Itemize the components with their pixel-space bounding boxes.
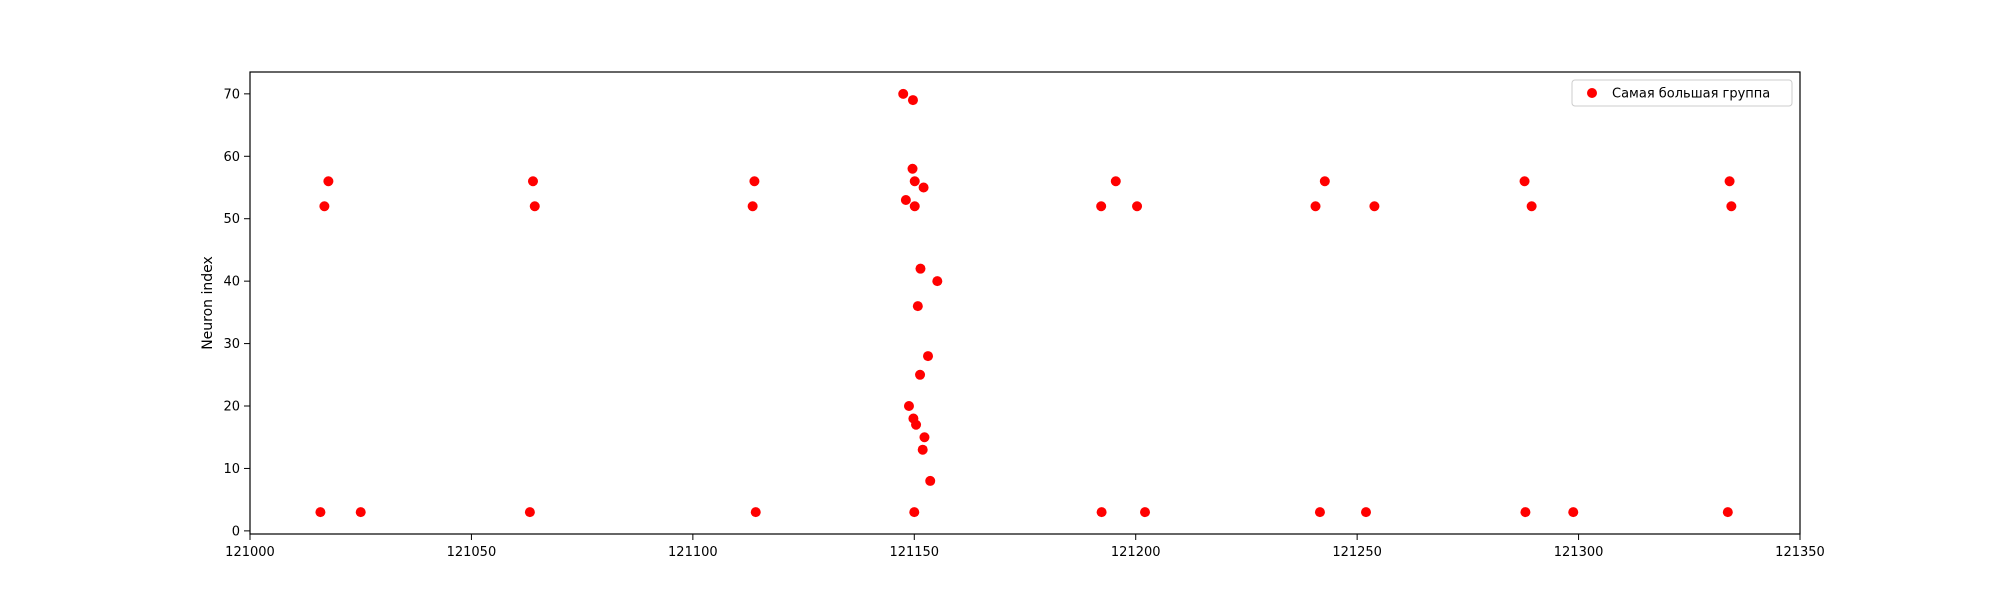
data-point <box>750 507 761 518</box>
data-point <box>1724 176 1735 187</box>
data-point <box>1361 507 1371 518</box>
x-tick-label: 121300 <box>1554 545 1604 560</box>
legend-marker <box>1587 88 1597 98</box>
x-tick-label: 121350 <box>1775 545 1825 560</box>
x-axis: 121000 121050 121100 121150 121200 121250 1213… <box>225 534 1825 560</box>
data-point <box>898 88 909 99</box>
y-tick-label: 50 <box>223 212 240 227</box>
data-point <box>911 419 922 430</box>
legend: Самая большая группа <box>1571 79 1793 107</box>
data-point <box>1722 507 1733 518</box>
y-axis-label: Neuron index <box>200 256 216 350</box>
y-tick-label: 30 <box>223 337 240 352</box>
y-tick-label: 10 <box>223 462 240 477</box>
data-point <box>918 182 929 193</box>
data-point <box>747 201 758 212</box>
data-point <box>915 263 926 274</box>
y-axis: 0 10 20 30 40 50 60 70 <box>223 87 250 539</box>
data-point <box>529 201 540 212</box>
x-tick-label: 121050 <box>447 545 497 560</box>
data-point <box>915 369 926 380</box>
data-point <box>1096 507 1107 518</box>
data-point <box>1314 507 1325 518</box>
data-point <box>907 95 918 106</box>
x-tick-label: 121250 <box>1332 545 1382 560</box>
plot-frame <box>249 71 1801 535</box>
data-point <box>1132 201 1143 212</box>
legend-box <box>1571 79 1793 107</box>
x-tick-label: 121100 <box>668 545 718 560</box>
data-point <box>1310 201 1321 212</box>
data-point <box>912 301 923 312</box>
data-point <box>315 507 326 518</box>
y-tick-label: 70 <box>223 87 240 102</box>
data-point <box>909 507 920 518</box>
data-point <box>917 444 928 455</box>
legend-label: Самая большая группа <box>1612 87 1770 102</box>
data-point <box>925 475 936 486</box>
data-point <box>909 201 920 212</box>
x-tick-label: 121150 <box>889 545 939 560</box>
data-point <box>932 276 943 287</box>
data-point <box>1520 507 1531 518</box>
data-point <box>1140 507 1151 518</box>
data-point <box>319 201 330 212</box>
y-tick-label: 40 <box>223 275 240 290</box>
data-point <box>1726 201 1737 212</box>
data-point <box>1110 176 1121 187</box>
data-point <box>903 401 914 412</box>
data-point <box>323 176 334 187</box>
data-point <box>749 176 760 187</box>
data-point <box>1568 507 1579 518</box>
data-point <box>1319 176 1330 187</box>
data-point <box>907 163 918 174</box>
series-points <box>315 88 1737 518</box>
data-point <box>919 432 930 443</box>
data-point <box>1369 201 1380 212</box>
data-point <box>1519 176 1530 187</box>
y-tick-label: 20 <box>223 400 240 415</box>
x-tick-label: 121200 <box>1111 545 1161 560</box>
data-point <box>923 351 934 362</box>
y-tick-label: 60 <box>223 150 240 165</box>
data-point <box>524 507 535 518</box>
data-point <box>909 176 920 187</box>
data-point <box>355 507 366 518</box>
data-point <box>1096 201 1107 212</box>
data-point <box>1526 201 1537 212</box>
data-point <box>900 194 911 205</box>
x-tick-label: 121000 <box>225 545 275 560</box>
data-point <box>527 176 538 187</box>
y-tick-label: 0 <box>232 524 240 539</box>
